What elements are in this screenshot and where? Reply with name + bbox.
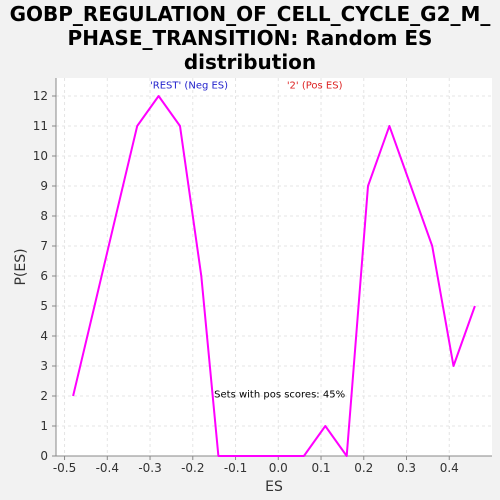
y-tick-label: 1 [40,419,48,433]
x-tick-label: 0.2 [354,461,373,475]
x-tick-label: 0.0 [269,461,288,475]
chart-title-line-1: GOBP_REGULATION_OF_CELL_CYCLE_G2_M_ [9,2,491,26]
x-tick-label: 0.3 [397,461,416,475]
series-lines [72,95,476,457]
y-tick-label: 4 [40,329,48,343]
y-tick-label: 5 [40,299,48,313]
y-axis-label: P(ES) [13,248,29,285]
grid-lines [56,78,492,457]
es-density-line [72,95,476,457]
x-tick-label: 0.4 [440,461,459,475]
plot-area [56,78,492,456]
y-tick-label: 0 [40,449,48,463]
y-tick-label: 8 [40,209,48,223]
annotation-label: 'REST' (Neg ES) [150,81,228,92]
x-tick-label: 0.1 [311,461,330,475]
x-tick-label: -0.1 [224,461,247,475]
y-tick-label: 2 [40,389,48,403]
chart-title-line-3: distribution [183,50,317,74]
x-tick-label: -0.3 [138,461,161,475]
y-tick-label: 6 [40,269,48,283]
chart-title-line-2: PHASE_TRANSITION: Random ES [67,26,433,50]
annotation-label: Sets with pos scores: 45% [214,390,345,401]
x-tick-label: -0.2 [181,461,204,475]
y-tick-label: 11 [33,119,48,133]
y-tick-label: 9 [40,179,48,193]
y-tick-label: 7 [40,239,48,253]
y-tick-label: 3 [40,359,48,373]
annotations: 'REST' (Neg ES) '2' (Pos ES) Sets with pos… [150,81,345,401]
x-tick-label: -0.4 [96,461,119,475]
y-tick-label: 10 [33,149,48,163]
y-tick-label: 12 [33,89,48,103]
x-tick-label: -0.5 [53,461,76,475]
x-ticks: -0.5 -0.4 -0.3 -0.2 -0.1 0.0 0.1 0.2 0.3 0.4 [53,456,459,475]
annotation-label: '2' (Pos ES) [287,81,343,92]
x-axis-label: ES [265,479,283,495]
